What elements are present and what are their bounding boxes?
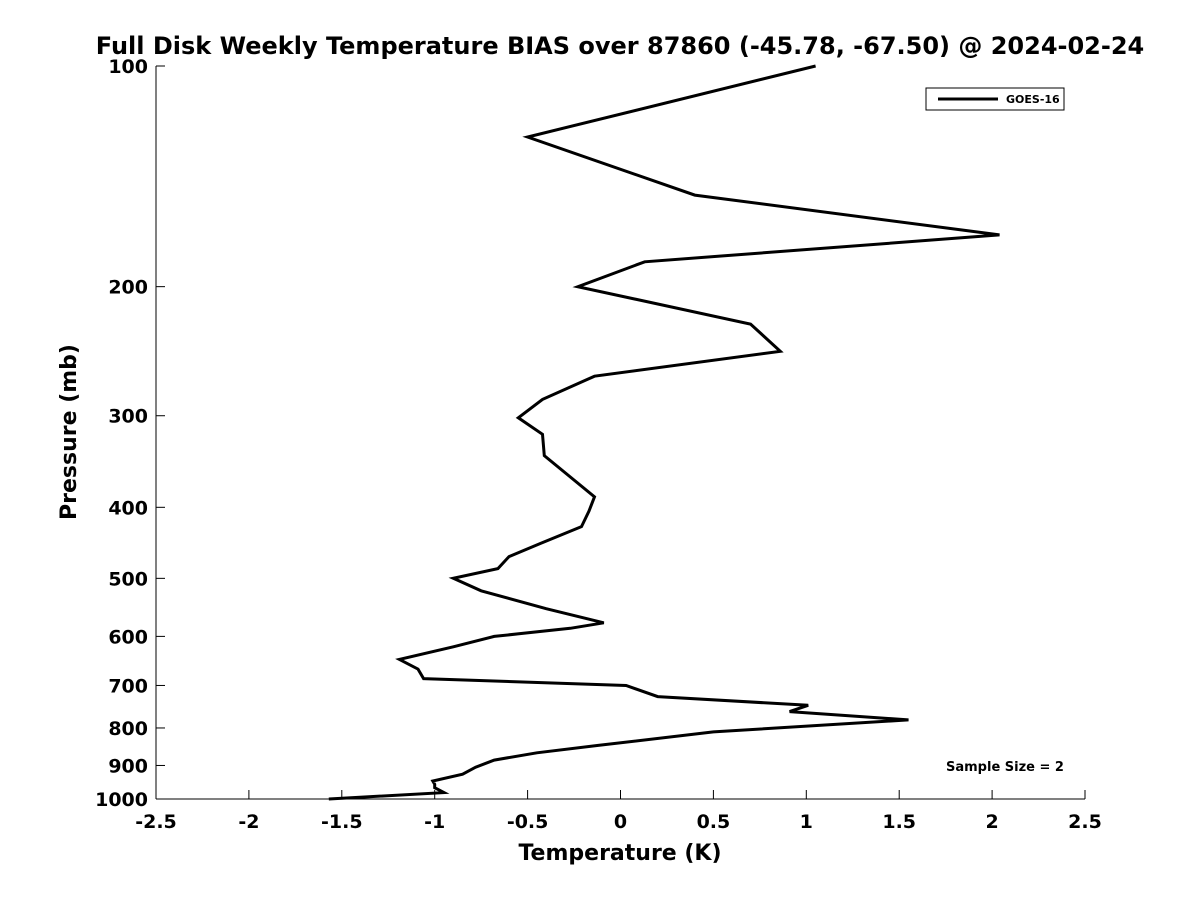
y-tick-label: 200: [108, 277, 148, 299]
x-tick-label: 1: [800, 811, 813, 833]
x-axis: -2.5 -2 -1.5 -1 -0.5 0 0.5 1 1.5 2 2.5: [135, 790, 1102, 833]
x-tick-label: 2.5: [1068, 811, 1102, 833]
x-tick-label: -1: [424, 811, 445, 833]
x-tick-label: 0.5: [697, 811, 731, 833]
y-tick-label: 1000: [95, 789, 148, 811]
legend-label-goes-16: GOES-16: [1006, 93, 1060, 106]
x-tick-label: 1.5: [882, 811, 916, 833]
y-axis-label: Pressure (mb): [57, 344, 82, 520]
x-tick-label: -2: [238, 811, 259, 833]
y-tick-label: 300: [108, 406, 148, 428]
y-tick-label: 100: [108, 56, 148, 78]
series-layer: [328, 64, 1000, 801]
plot-area: [156, 66, 1085, 799]
x-tick-label: -2.5: [135, 811, 177, 833]
x-tick-label: 0: [614, 811, 627, 833]
y-tick-label: 900: [108, 755, 148, 777]
y-tick-label: 700: [108, 675, 148, 697]
x-tick-label: -1.5: [321, 811, 363, 833]
legend: GOES-16: [925, 87, 1065, 111]
y-tick-label: 600: [108, 626, 148, 648]
series-line-goes-16: [328, 64, 1000, 801]
y-tick-label: 800: [108, 718, 148, 740]
x-axis-label: Temperature (K): [518, 841, 721, 866]
x-tick-label: -0.5: [507, 811, 549, 833]
y-tick-label: 400: [108, 497, 148, 519]
y-tick-label: 500: [108, 568, 148, 590]
sample-size-annotation: Sample Size = 2: [946, 760, 1064, 775]
y-axis: 100 200 300 400 500 600 700 800 900 1000: [95, 56, 165, 811]
x-tick-label: 2: [985, 811, 998, 833]
chart-title: Full Disk Weekly Temperature BIAS over 8…: [96, 32, 1144, 60]
